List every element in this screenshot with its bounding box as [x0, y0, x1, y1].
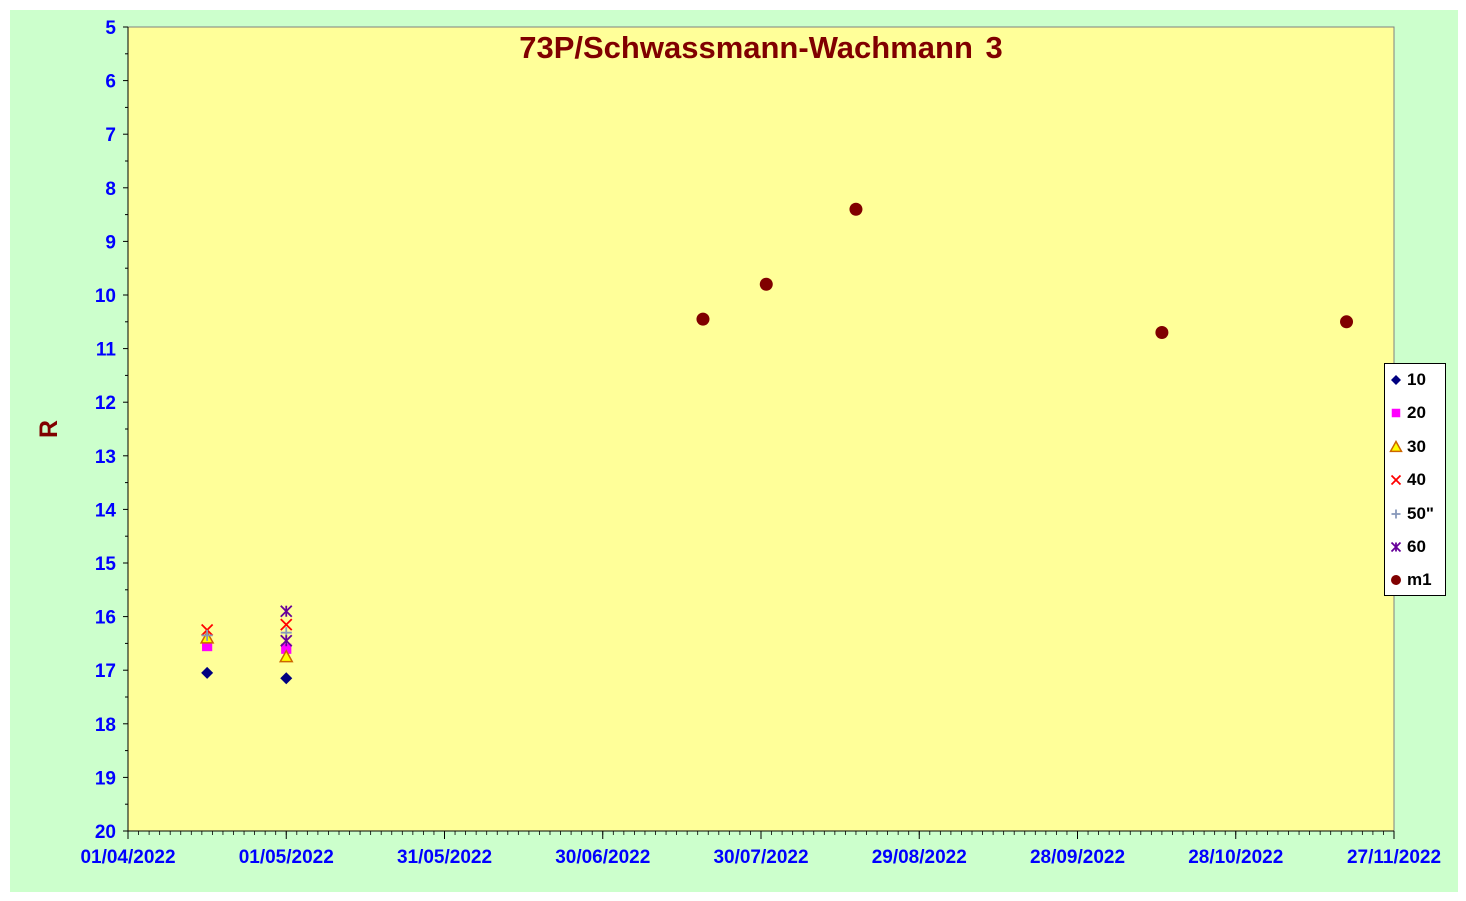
legend-label: m1	[1407, 570, 1432, 590]
legend-item: 60	[1385, 535, 1447, 559]
data-point-circle	[696, 312, 710, 326]
chart-title: 73P/Schwassmann-Wachmann 3	[519, 30, 1003, 65]
data-point-diamond	[201, 666, 214, 679]
data-point-star	[280, 605, 293, 618]
legend-symbol	[1390, 475, 1402, 486]
legend-symbol	[1391, 575, 1401, 586]
y-tick-label: 8	[105, 179, 116, 200]
x-tick-label: 01/04/2022	[80, 847, 175, 868]
y-tick-label: 9	[105, 232, 116, 253]
data-point-circle	[849, 202, 863, 216]
data-point-triangle	[278, 649, 294, 663]
data-point-plus	[201, 629, 213, 641]
axes: 5 6 7 8 9 10 11 12 13 14 15 16 17 18 19 20 01/04/2022 01/…	[80, 18, 1441, 868]
x-tick-label: 29/08/2022	[872, 847, 967, 868]
legend-label: 30	[1407, 436, 1426, 456]
data-point-square	[202, 640, 213, 652]
y-tick-label: 11	[96, 340, 117, 361]
x-tick-label: 27/11/2022	[1347, 847, 1441, 868]
legend-marker-x	[1385, 468, 1407, 492]
x-tick-label: 28/09/2022	[1030, 847, 1125, 868]
y-tick-label: 20	[95, 822, 116, 843]
y-tick-label: 15	[95, 554, 117, 575]
y-tick-label: 12	[95, 393, 116, 414]
x-tick-label: 28/10/2022	[1188, 847, 1283, 868]
legend-marker-square	[1385, 401, 1407, 425]
y-tick-label: 13	[95, 447, 116, 468]
y-tick-label: 7	[105, 125, 116, 146]
legend-item: 20	[1385, 401, 1447, 425]
legend-label: 50"	[1407, 503, 1434, 523]
legend-marker-triangle	[1385, 435, 1407, 459]
x-tick-label: 30/07/2022	[713, 847, 808, 868]
y-tick-label: 19	[95, 768, 116, 789]
legend-label: 20	[1407, 403, 1426, 423]
legend-symbol	[1389, 439, 1403, 452]
data-point-circle	[1340, 315, 1354, 329]
legend-item: 10	[1385, 368, 1447, 392]
y-tick-label: 5	[105, 18, 116, 39]
data-point-diamond	[280, 672, 293, 685]
legend-item: m1	[1385, 568, 1447, 592]
x-tick-label: 31/05/2022	[397, 847, 492, 868]
x-tick-label: 01/05/2022	[239, 847, 334, 868]
plot-area	[127, 26, 1395, 832]
data-point-circle	[1155, 326, 1169, 340]
y-tick-label: 18	[95, 715, 116, 736]
legend: 10 20 30 40 50" 60 m1	[1384, 363, 1446, 596]
legend-item: 40	[1385, 468, 1447, 492]
legend-symbol	[1391, 409, 1401, 418]
legend-label: 40	[1407, 470, 1426, 490]
y-tick-label: 16	[95, 608, 116, 629]
legend-item: 50"	[1385, 502, 1447, 526]
legend-marker-diamond	[1385, 368, 1407, 392]
data-point-star	[280, 634, 293, 647]
y-tick-label: 6	[105, 72, 116, 93]
legend-item: 30	[1385, 435, 1447, 459]
y-tick-label: 14	[95, 500, 117, 521]
legend-marker-plus	[1385, 502, 1407, 526]
y-axis-title: R	[35, 419, 63, 439]
legend-label: 10	[1407, 370, 1426, 389]
data-points	[199, 202, 1354, 685]
y-tick-label: 10	[95, 286, 116, 307]
data-point-x	[280, 618, 293, 631]
legend-marker-star	[1385, 535, 1407, 559]
legend-label: 60	[1407, 537, 1426, 556]
legend-symbol	[1390, 541, 1402, 553]
y-tick-label: 17	[95, 661, 116, 682]
legend-symbol	[1391, 375, 1401, 385]
x-tick-label: 30/06/2022	[555, 847, 650, 868]
data-point-circle	[759, 277, 773, 291]
legend-marker-circle	[1385, 568, 1407, 592]
data-point-square	[281, 643, 292, 654]
legend-symbol	[1391, 509, 1401, 519]
